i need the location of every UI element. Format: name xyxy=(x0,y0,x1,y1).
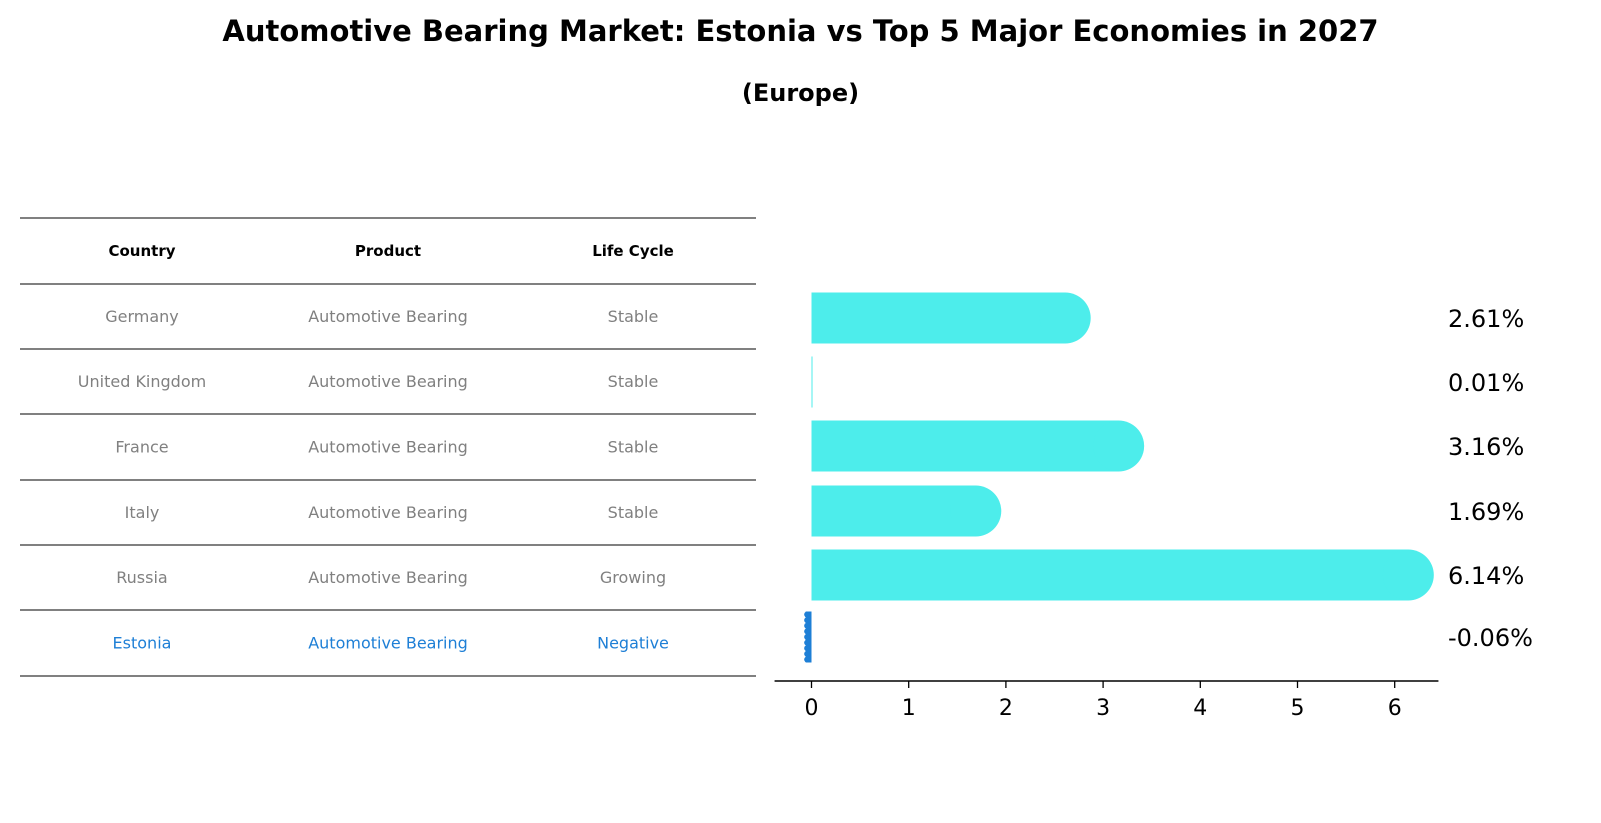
data-table: Country Product Life Cycle Germany Automotiv… xyxy=(20,217,756,677)
x-tick-label: 3 xyxy=(1096,696,1110,721)
data-label: 1.69% xyxy=(1448,498,1524,526)
table-cell-life-cycle: Negative xyxy=(597,634,669,653)
x-tick-label: 4 xyxy=(1193,696,1207,721)
x-tick-label: 0 xyxy=(805,696,819,721)
bar-cap xyxy=(1382,549,1434,601)
bar-cap xyxy=(1039,292,1091,344)
table-header-product: Product xyxy=(355,242,421,260)
data-label: 2.61% xyxy=(1448,305,1524,333)
table-cell-life-cycle: Stable xyxy=(608,307,659,326)
data-label: -0.06% xyxy=(1448,624,1533,652)
bar-dot xyxy=(804,634,811,640)
bar-dot xyxy=(804,645,811,652)
table-cell-product: Automotive Bearing xyxy=(308,307,468,326)
table-header-life-cycle: Life Cycle xyxy=(592,242,674,260)
bar-dot xyxy=(804,617,811,624)
data-label: 0.01% xyxy=(1448,369,1524,397)
x-tick-label: 6 xyxy=(1388,696,1402,721)
bar-dot xyxy=(804,639,811,646)
table-cell-product: Automotive Bearing xyxy=(308,372,468,391)
table-cell-country: United Kingdom xyxy=(78,372,206,391)
table-cell-life-cycle: Growing xyxy=(600,568,666,587)
bar xyxy=(811,356,813,408)
x-tick-label: 1 xyxy=(902,696,916,721)
bar xyxy=(811,420,1119,472)
table-cell-country: Estonia xyxy=(113,634,172,653)
table-cell-life-cycle: Stable xyxy=(608,372,659,391)
chart-subtitle: (Europe) xyxy=(741,79,860,107)
x-tick-label: 2 xyxy=(999,696,1013,721)
table-cell-product: Automotive Bearing xyxy=(308,503,468,522)
table-cell-country: Russia xyxy=(116,568,167,587)
data-label: 6.14% xyxy=(1448,562,1524,590)
bar-cap xyxy=(1093,420,1145,472)
table-cell-product: Automotive Bearing xyxy=(308,568,468,587)
bar-chart: 2.61% 0.01% 3.16% 1.69% 6.14% -0.06% 0 1 2 3 4 5 6 xyxy=(774,292,1533,721)
table-cell-product: Automotive Bearing xyxy=(308,634,468,653)
table-cell-country: France xyxy=(115,438,168,457)
bar xyxy=(811,485,976,537)
bar-dot xyxy=(804,628,811,635)
bar-cap xyxy=(950,485,1002,537)
bar-dot xyxy=(804,650,811,657)
bar-dot xyxy=(804,622,811,629)
table-cell-product: Automotive Bearing xyxy=(308,438,468,457)
bar xyxy=(811,549,1409,601)
table-cell-life-cycle: Stable xyxy=(608,438,659,457)
x-tick-label: 5 xyxy=(1291,696,1305,721)
table-cell-life-cycle: Stable xyxy=(608,503,659,522)
bar-dot xyxy=(804,611,811,618)
data-label: 3.16% xyxy=(1448,433,1524,461)
table-cell-country: Italy xyxy=(125,503,160,522)
bar-dot xyxy=(804,656,811,663)
bar xyxy=(811,292,1066,344)
table-cell-country: Germany xyxy=(105,307,179,326)
table-header-country: Country xyxy=(108,242,175,260)
chart-title: Automotive Bearing Market: Estonia vs To… xyxy=(222,14,1379,48)
